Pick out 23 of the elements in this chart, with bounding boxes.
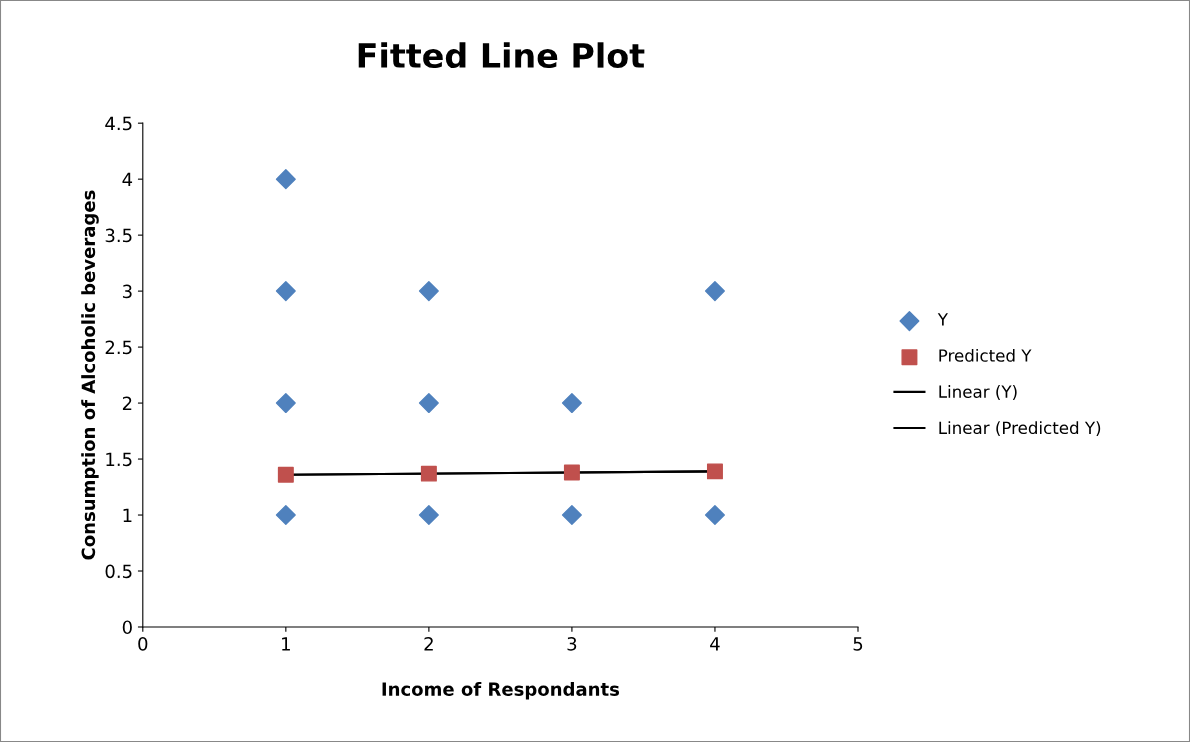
legend-label: Linear (Predicted Y) [939, 421, 1101, 437]
x-tick-label: 1 [282, 637, 290, 651]
y-axis-title: Consumption of Alcoholic beverages [81, 190, 99, 560]
legend-label: Linear (Y) [939, 385, 1017, 400]
y-tick-label: 2 [122, 396, 132, 410]
y-tick-label: 4.5 [105, 116, 132, 131]
x-tick-label: 2 [424, 637, 433, 651]
y-tick-label: 0.5 [105, 564, 132, 579]
y-tick-label: 2.5 [105, 340, 132, 355]
x-tick-label: 4 [710, 637, 720, 651]
legend-label: Y [937, 313, 948, 326]
y-tick-label: 1.5 [106, 452, 132, 467]
chart-title: Fitted Line Plot [358, 42, 645, 69]
y-tick-label: 1 [123, 508, 132, 522]
x-axis-title: Income of Respondants [382, 681, 620, 700]
y-tick-label: 0 [122, 620, 132, 635]
x-tick-label: 3 [567, 637, 577, 651]
y-tick-label: 4 [122, 172, 133, 187]
y-tick-label: 3.5 [105, 228, 132, 243]
legend-label: Predicted Y [939, 348, 1032, 362]
y-tick-label: 3 [122, 284, 132, 299]
x-tick-label: 0 [138, 637, 148, 651]
x-tick-label: 5 [853, 637, 863, 651]
